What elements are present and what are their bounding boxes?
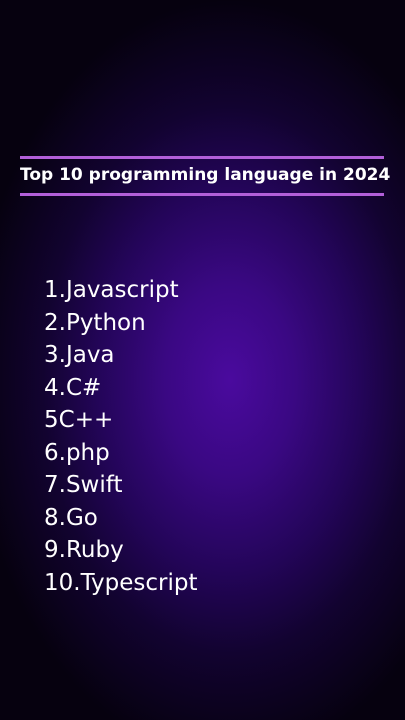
list-item: 8.Go [44,504,98,531]
list-item: 1.Javascript [44,277,179,303]
list-item: 7.Swift [44,472,123,498]
language-list: 1.Javascript 2.Python 3.Java 4.C# 5C++ 6… [44,274,198,599]
list-item: 2.Python [44,309,146,336]
list-item: 10.Typescript [44,569,198,596]
list-item: 9.Ruby [44,537,124,563]
title-band: Top 10 programming language in 2024 [20,156,391,196]
list-item: 5C++ [44,407,114,433]
title-bottom-rule [20,193,384,196]
list-item: 3.Java [44,342,115,368]
list-item: 6.php [44,439,110,466]
list-item: 4.C# [44,374,102,401]
page-title: Top 10 programming language in 2024 [20,165,391,185]
title-top-rule [20,156,384,159]
